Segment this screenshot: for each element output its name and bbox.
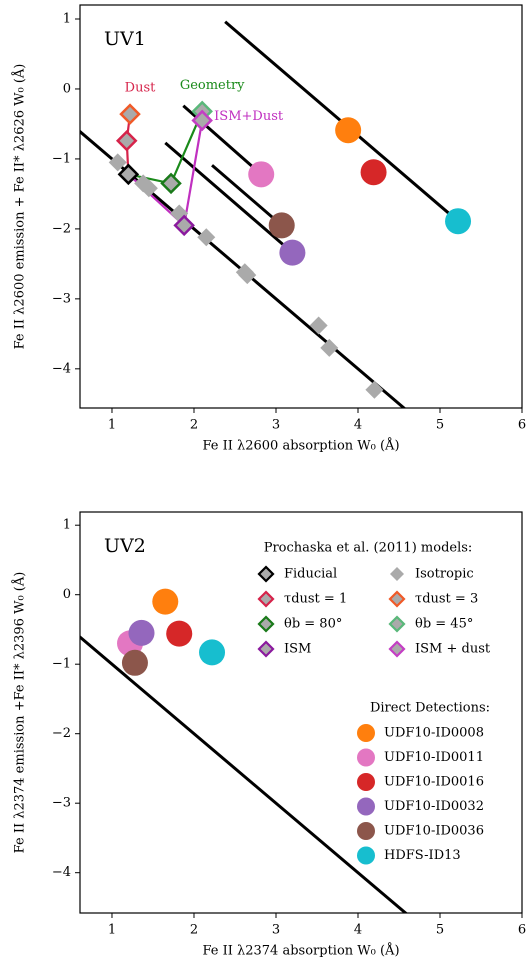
reference-line — [164, 141, 294, 254]
panel-label: UV2 — [104, 535, 146, 557]
detection-point — [128, 619, 155, 646]
y-tick-label: −2 — [52, 726, 71, 741]
detection-point — [279, 239, 306, 266]
y-tick-label: 1 — [63, 518, 71, 533]
model-point — [238, 266, 257, 285]
legend-label: Isotropic — [415, 567, 474, 582]
model-point — [119, 103, 141, 125]
legend-label: τdust = 3 — [415, 592, 478, 607]
legend-title: Prochaska et al. (2011) models: — [264, 541, 473, 556]
x-tick-label: 2 — [190, 923, 198, 938]
legend-marker — [357, 846, 375, 865]
model-point — [160, 172, 182, 195]
legend-label: ISM — [284, 642, 311, 657]
y-tick-label: −1 — [52, 657, 71, 672]
model-point — [139, 179, 158, 198]
legend-label: HDFS-ID13 — [384, 848, 461, 863]
x-tick-label: 1 — [108, 923, 116, 938]
y-tick-label: 1 — [63, 11, 71, 26]
y-tick-label: −3 — [52, 796, 71, 811]
y-axis-label: Fe II λ2374 emission +Fe II* λ2396 W₀ (Å… — [12, 572, 28, 854]
y-tick-label: −1 — [52, 151, 71, 166]
axes-frame — [79, 511, 523, 914]
detection-point — [445, 208, 472, 235]
legend-label: τdust = 1 — [284, 592, 347, 607]
legend-marker — [357, 724, 375, 742]
x-tick-label: 5 — [436, 923, 444, 938]
model-track — [128, 110, 204, 185]
x-axis-label: Fe II λ2600 absorption W₀ (Å) — [202, 438, 399, 454]
legend-title: Direct Detections: — [370, 701, 490, 716]
x-axis-label: Fe II λ2374 absorption W₀ (Å) — [202, 943, 399, 959]
model-point — [309, 316, 328, 335]
model-point — [320, 338, 339, 357]
x-tick-label: 4 — [354, 418, 362, 433]
reference-line — [80, 635, 408, 913]
y-tick-label: −3 — [52, 291, 71, 306]
detection-point — [199, 639, 226, 666]
detection-point — [166, 620, 193, 647]
legend-marker — [388, 615, 406, 633]
model-point — [173, 214, 195, 237]
track-label: Dust — [125, 81, 156, 96]
model-point — [365, 380, 384, 399]
legend-label: θb = 80° — [284, 617, 342, 632]
panel-label: UV1 — [104, 28, 146, 50]
legend-marker — [357, 748, 375, 767]
plot-area — [80, 588, 408, 913]
x-tick-label: 5 — [436, 418, 444, 433]
legend-label: UDF10-ID0032 — [384, 799, 484, 814]
detection-point — [152, 588, 179, 615]
legend-marker — [257, 640, 275, 658]
detection-point — [121, 649, 148, 676]
reference-line — [211, 164, 283, 227]
y-tick-label: 0 — [63, 587, 71, 602]
legend-marker — [257, 590, 275, 608]
legend-label: UDF10-ID0011 — [384, 750, 484, 765]
legend-marker — [257, 565, 275, 583]
y-tick-label: −4 — [52, 361, 71, 376]
legend-marker — [357, 773, 375, 791]
x-tick-label: 6 — [518, 923, 526, 938]
track-label: ISM+Dust — [214, 109, 284, 124]
legend-marker — [257, 615, 275, 633]
detection-point — [360, 159, 387, 186]
legend-label: UDF10-ID0016 — [384, 775, 484, 790]
legend-label: UDF10-ID0008 — [384, 726, 484, 741]
y-tick-label: −2 — [52, 221, 71, 236]
plot-area — [80, 20, 472, 408]
x-tick-label: 2 — [190, 418, 198, 433]
detection-point — [268, 212, 295, 239]
legend-marker — [388, 640, 406, 658]
detection-point — [335, 117, 362, 144]
detection-point — [248, 161, 275, 188]
x-tick-label: 6 — [518, 418, 526, 433]
axes-frame — [79, 4, 523, 409]
legend-label: UDF10-ID0036 — [384, 824, 484, 839]
model-point — [115, 129, 138, 152]
model-point — [117, 163, 140, 186]
y-tick-label: 0 — [63, 81, 71, 96]
x-tick-label: 4 — [354, 923, 362, 938]
legend-marker — [390, 567, 404, 581]
x-tick-label: 3 — [272, 923, 280, 938]
x-tick-label: 3 — [272, 418, 280, 433]
model-point — [197, 228, 216, 247]
legend-label: Fiducial — [284, 567, 337, 582]
track-label: Geometry — [180, 78, 245, 93]
y-tick-label: −4 — [52, 865, 71, 880]
x-tick-label: 1 — [108, 418, 116, 433]
legend-marker — [357, 797, 375, 816]
legend-label: ISM + dust — [415, 642, 491, 657]
legend-label: θb = 45° — [415, 617, 473, 632]
model-point — [108, 153, 127, 172]
y-axis-label: Fe II λ2600 emission + Fe II* λ2626 W₀ (… — [12, 64, 28, 350]
legend-marker — [357, 822, 375, 840]
legend-marker — [388, 590, 406, 608]
model-point — [191, 109, 213, 132]
